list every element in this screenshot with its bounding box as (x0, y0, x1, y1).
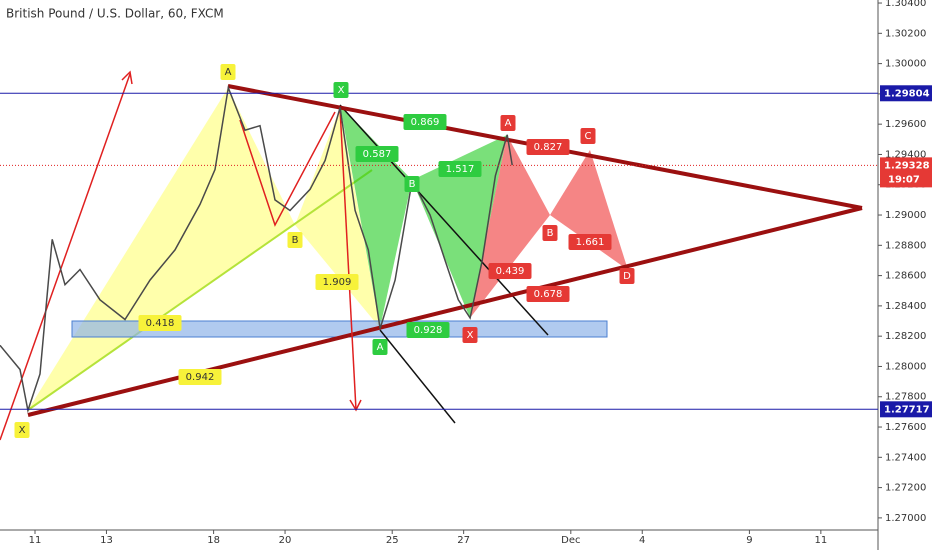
pattern-label: 0.869 (411, 117, 440, 128)
y-tick-label: 1.29400 (885, 149, 926, 160)
y-tick-label: 1.28400 (885, 301, 926, 312)
level-tag (880, 401, 932, 418)
pattern-tag (14, 422, 30, 438)
y-tick-label: 1.28000 (885, 361, 926, 372)
pattern-label: 0.418 (146, 318, 175, 329)
pattern-label: 0.928 (414, 325, 443, 336)
pattern-label: 0.587 (363, 149, 392, 160)
x-tick-label: 20 (279, 535, 292, 546)
arrow (339, 107, 357, 411)
chart-title: British Pound / U.S. Dollar, 60, FXCM (6, 7, 224, 21)
y-tick-label: 1.30200 (885, 28, 926, 39)
trend-line (339, 104, 549, 336)
pattern-tag (568, 234, 612, 250)
pattern-label: 1.517 (446, 164, 475, 175)
pattern-tag (138, 315, 182, 331)
pattern-label: B (547, 228, 554, 239)
pattern-label: X (19, 425, 26, 436)
y-tick-label: 1.29600 (885, 119, 926, 130)
pattern-label: X (338, 85, 345, 96)
pattern-tag (580, 128, 596, 144)
pattern-label: 1.661 (576, 237, 605, 248)
pattern-tag (287, 232, 303, 248)
pattern-label: A (377, 342, 384, 353)
x-tick-label: 13 (100, 535, 113, 546)
arrow-head (349, 399, 362, 412)
x-tick-label: 27 (457, 535, 470, 546)
pattern-label: C (585, 131, 592, 142)
y-tick-label: 1.27000 (885, 513, 926, 524)
pattern-tag (438, 161, 482, 177)
pattern-label: 0.678 (534, 289, 563, 300)
y-tick-label: 1.28800 (885, 240, 926, 251)
x-tick-label: 4 (639, 535, 645, 546)
trend-line (379, 329, 456, 424)
pattern-tag (372, 339, 388, 355)
arrow (239, 111, 336, 227)
pattern-label: 0.439 (496, 266, 525, 277)
arrow-head (121, 70, 133, 85)
pattern-label: 0.942 (186, 372, 215, 383)
countdown: 19:07 (888, 174, 920, 185)
y-tick-label: 1.27400 (885, 452, 926, 463)
pattern-tag (542, 225, 558, 241)
y-tick-label: 1.28600 (885, 271, 926, 282)
x-tick-label: 9 (746, 535, 752, 546)
pattern-tag (220, 64, 236, 80)
pattern-tag (526, 286, 570, 302)
pattern-tag (178, 369, 222, 385)
pattern-tag (500, 115, 516, 131)
pattern-line (27, 169, 373, 411)
last-price-tag (880, 157, 932, 188)
pattern-tag (406, 322, 450, 338)
pattern-tag (403, 114, 447, 130)
level-label: 1.27717 (884, 404, 930, 415)
y-tick-label: 1.27600 (885, 422, 926, 433)
pattern-label: 0.827 (534, 142, 563, 153)
pattern-label: D (623, 271, 631, 282)
pattern-tag (404, 176, 420, 192)
pattern-fill (295, 108, 380, 328)
x-tick-label: 11 (29, 535, 42, 546)
pattern-tag (619, 268, 635, 284)
pattern-tag (315, 274, 359, 290)
x-tick-label: 11 (814, 535, 827, 546)
pattern-tag (355, 146, 399, 162)
pattern-tag (462, 327, 478, 343)
pattern-tag (488, 263, 532, 279)
pattern-label: X (467, 330, 474, 341)
pattern-label: 1.909 (323, 277, 352, 288)
y-tick-label: 1.29000 (885, 210, 926, 221)
price-line (0, 84, 513, 414)
pattern-label: A (505, 118, 512, 129)
y-tick-label: 1.27200 (885, 483, 926, 494)
level-tag (880, 85, 932, 102)
x-tick-label: 25 (386, 535, 399, 546)
triangle-line (27, 206, 863, 417)
x-tick-label: Dec (561, 535, 580, 546)
pattern-fill (412, 135, 507, 318)
pattern-label: A (225, 67, 232, 78)
y-tick-label: 1.30000 (885, 59, 926, 70)
pattern-tag (526, 139, 570, 155)
x-tick-label: 18 (207, 535, 220, 546)
pattern-label: B (292, 235, 299, 246)
y-tick-label: 1.28200 (885, 331, 926, 342)
pattern-label: B (409, 179, 416, 190)
y-tick-label: 1.30400 (885, 0, 926, 9)
level-label: 1.29804 (884, 88, 930, 99)
last-price-label: 1.29328 (884, 160, 930, 171)
pattern-fill (550, 150, 628, 270)
y-tick-label: 1.27800 (885, 392, 926, 403)
pattern-tag (333, 82, 349, 98)
